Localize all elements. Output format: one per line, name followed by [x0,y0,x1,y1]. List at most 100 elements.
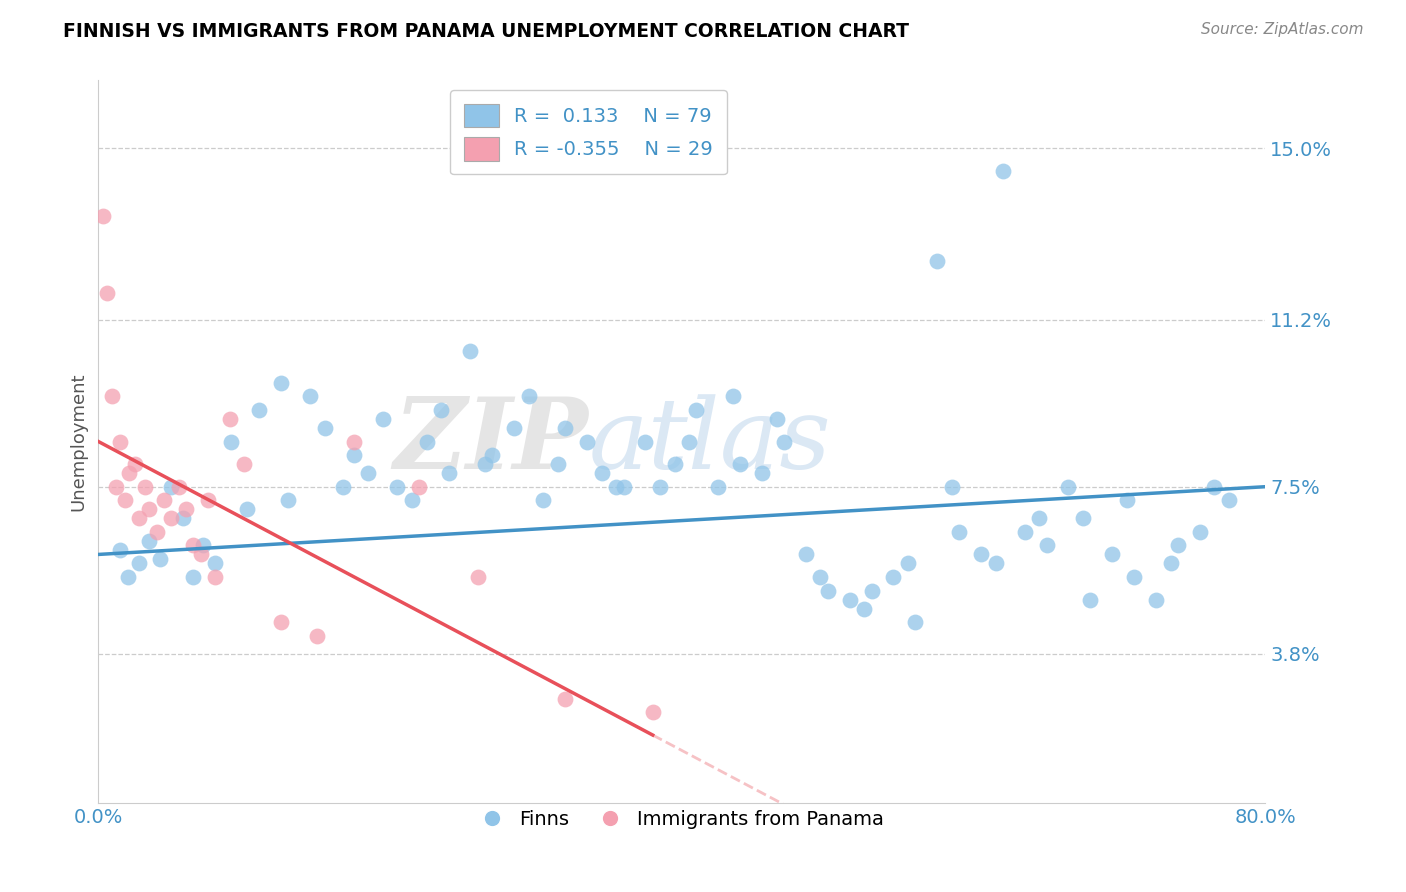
Point [531,493,554,508]
Point [153,493,176,508]
Point [882,570,904,584]
Point [1144,592,1167,607]
Point [181,570,204,584]
Point [415,434,437,449]
Point [1057,480,1080,494]
Point [991,163,1014,178]
Point [332,480,354,494]
Point [838,592,860,607]
Point [860,583,883,598]
Point [110,434,132,449]
Point [190,548,212,562]
Point [96,285,118,300]
Point [554,692,576,706]
Point [247,403,270,417]
Point [794,548,817,562]
Point [765,412,787,426]
Point [984,557,1007,571]
Point [219,434,242,449]
Point [128,557,150,571]
Point [648,480,671,494]
Point [927,253,949,268]
Point [554,421,576,435]
Point [104,480,127,494]
Point [401,493,423,508]
Point [970,548,993,562]
Point [174,502,197,516]
Point [1071,511,1094,525]
Point [134,480,156,494]
Point [591,466,613,480]
Point [437,466,460,480]
Point [1160,557,1182,571]
Point [904,615,927,630]
Point [236,502,259,516]
Point [138,502,160,516]
Point [343,448,366,462]
Point [160,511,183,525]
Point [138,533,160,548]
Point [204,557,226,571]
Point [634,434,657,449]
Point [197,493,219,508]
Point [1028,511,1050,525]
Point [408,480,430,494]
Point [576,434,599,449]
Point [343,434,366,449]
Point [685,403,707,417]
Point [721,389,744,403]
Point [181,538,204,552]
Point [270,615,292,630]
Point [707,480,730,494]
Point [773,434,796,449]
Point [110,542,132,557]
Point [613,480,636,494]
Point [218,412,240,426]
Point [751,466,773,480]
Point [146,524,169,539]
Point [1167,538,1189,552]
Point [897,557,920,571]
Point [605,480,627,494]
Point [193,538,215,552]
Point [1123,570,1146,584]
Point [503,421,526,435]
Point [277,493,299,508]
Point [474,457,496,471]
Point [270,376,292,390]
Point [160,480,183,494]
Point [817,583,839,598]
Point [233,457,256,471]
Point [810,570,832,584]
Point [100,389,122,403]
Point [149,552,172,566]
Text: FINNISH VS IMMIGRANTS FROM PANAMA UNEMPLOYMENT CORRELATION CHART: FINNISH VS IMMIGRANTS FROM PANAMA UNEMPL… [63,22,910,41]
Point [167,480,190,494]
Point [117,570,139,584]
Point [91,209,114,223]
Point [517,389,540,403]
Point [1218,493,1240,508]
Point [204,570,226,584]
Point [1204,480,1226,494]
Text: ZIP: ZIP [394,393,589,490]
Point [118,466,141,480]
Point [948,524,970,539]
Point [1035,538,1057,552]
Text: Source: ZipAtlas.com: Source: ZipAtlas.com [1201,22,1364,37]
Point [730,457,752,471]
Point [114,493,136,508]
Text: atlas: atlas [589,394,831,489]
Point [481,448,503,462]
Point [941,480,963,494]
Legend: Finns, Immigrants from Panama: Finns, Immigrants from Panama [472,802,891,837]
Point [641,706,664,720]
Point [1014,524,1036,539]
Point [664,457,686,471]
Point [371,412,394,426]
Point [314,421,336,435]
Point [1188,524,1211,539]
Point [307,629,329,643]
Point [547,457,569,471]
Point [1080,592,1102,607]
